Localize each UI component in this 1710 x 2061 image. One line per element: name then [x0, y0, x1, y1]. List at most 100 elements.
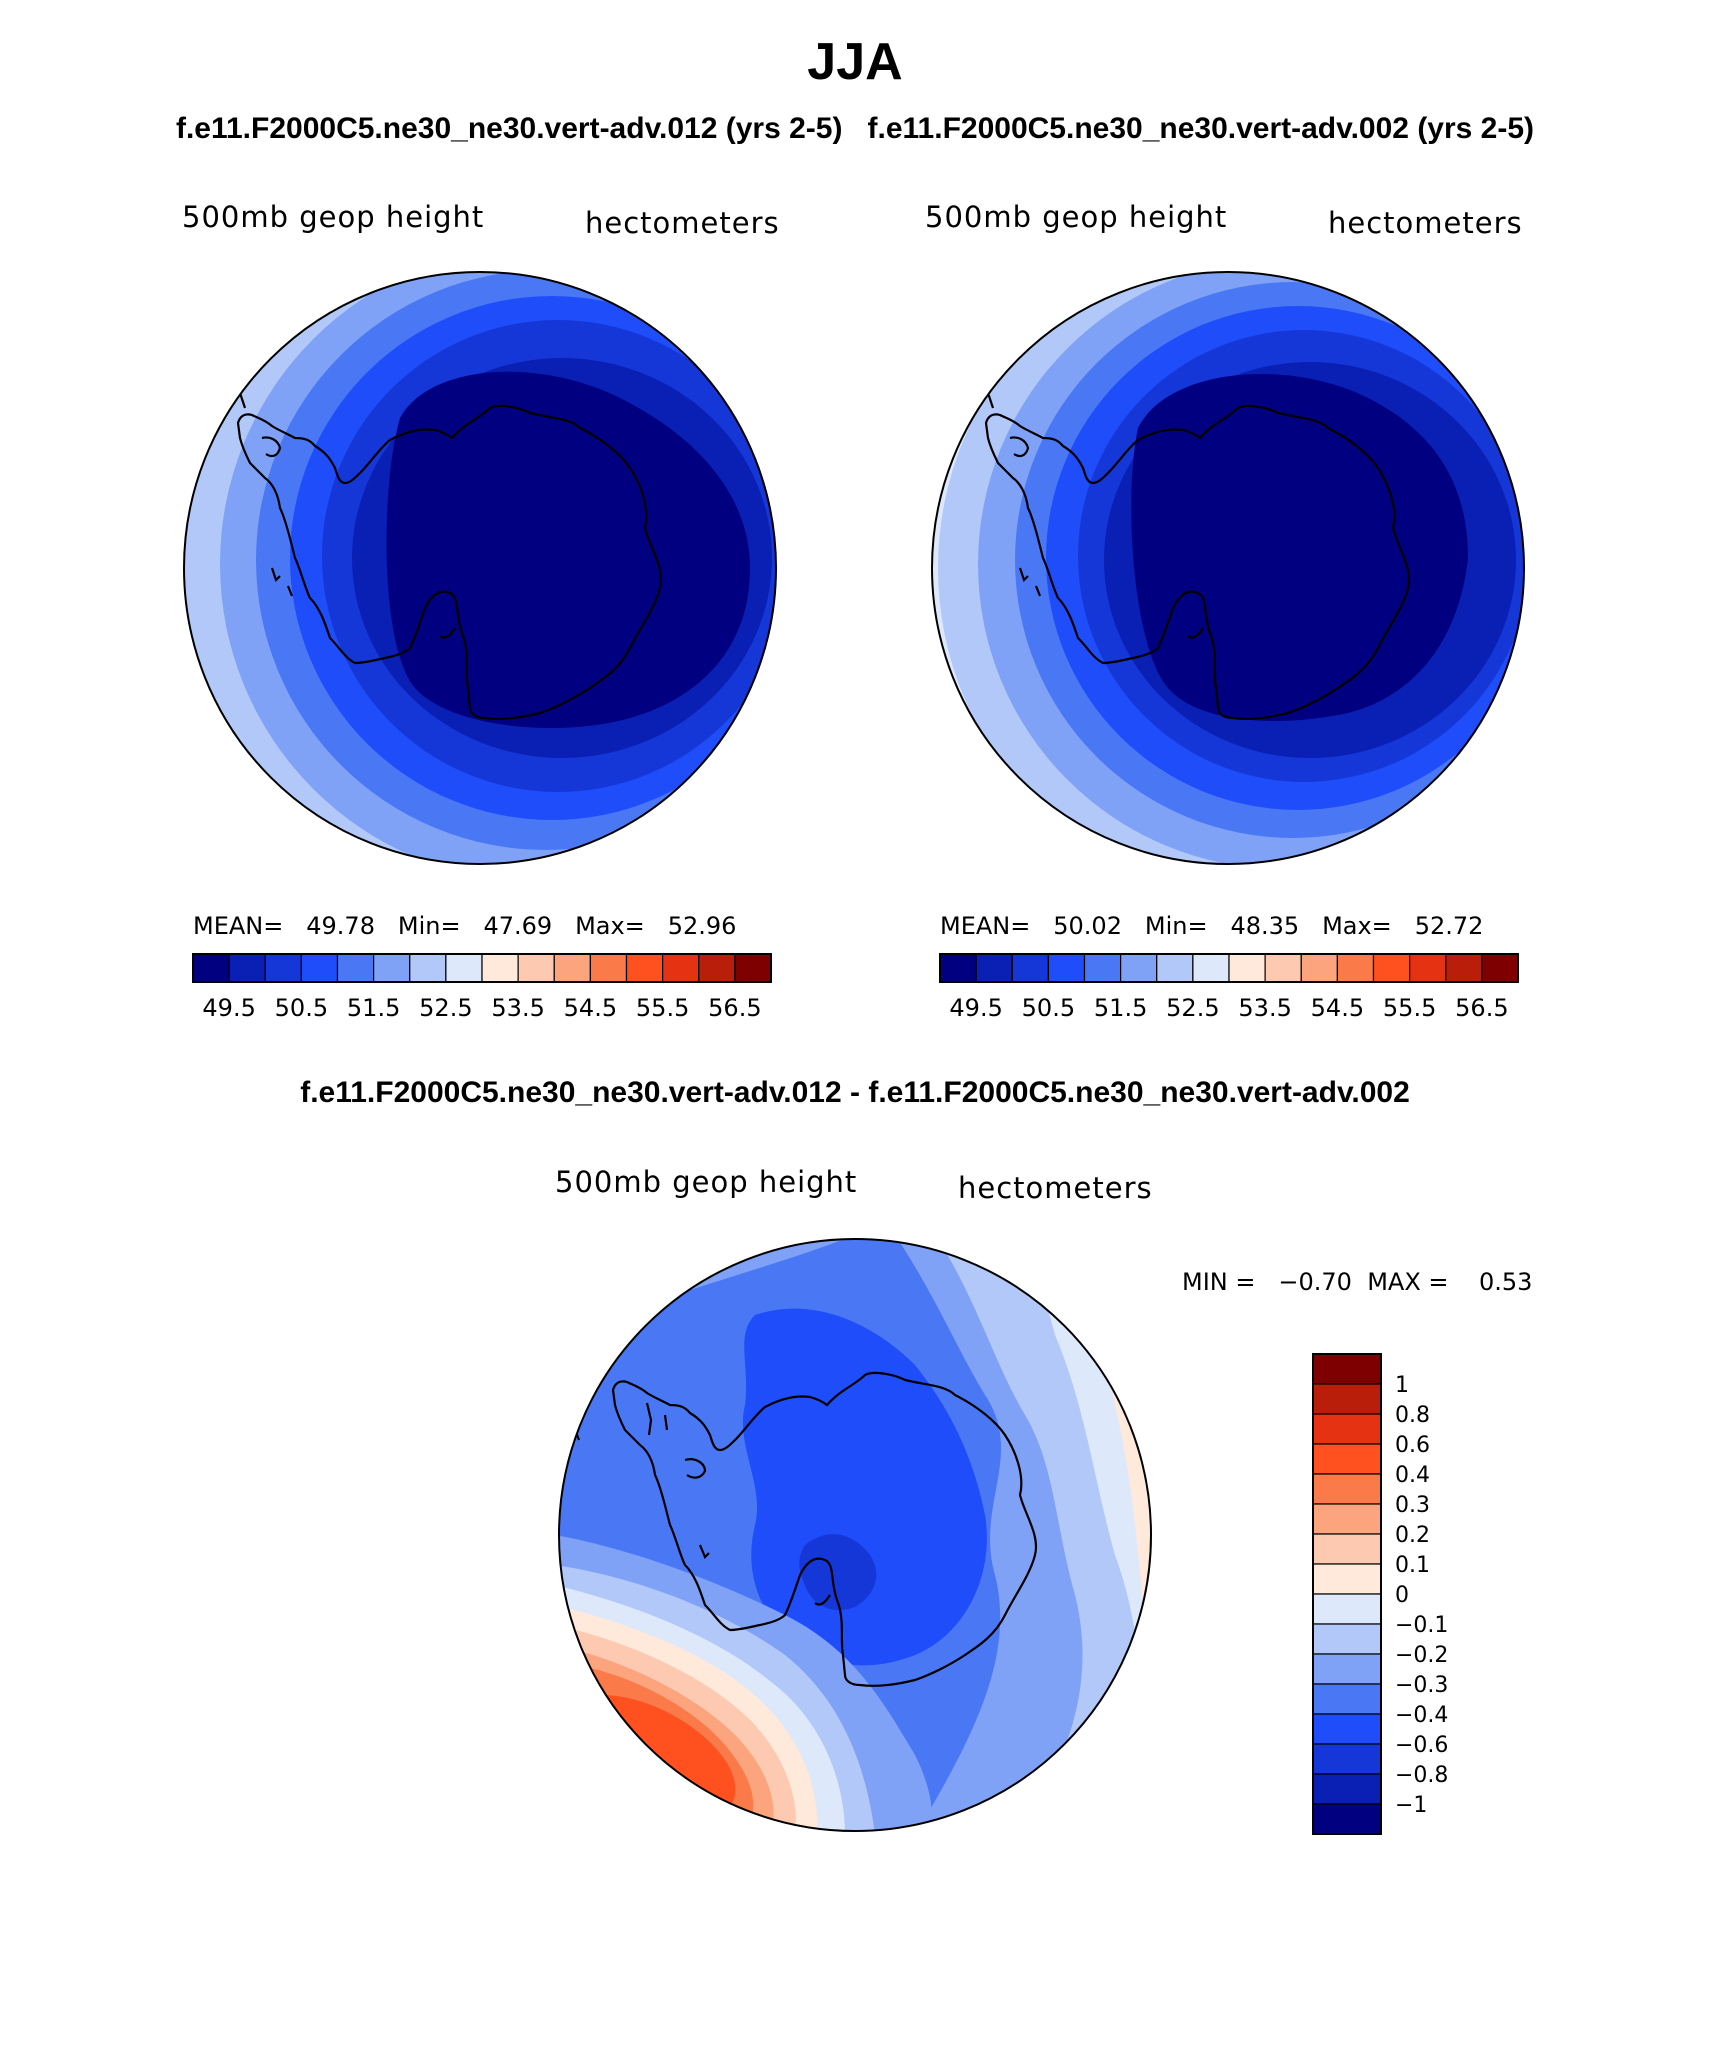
panel1-colorbar-tick-label-5: 54.5	[564, 994, 617, 1022]
panel2-colorbar-swatch-3	[1047, 953, 1086, 983]
panel2-colorbar-frame	[939, 953, 1519, 983]
panel1-units-label: hectometers	[585, 206, 780, 240]
diff-colorbar-tick-label-4: 0.3	[1395, 1493, 1430, 1518]
panel2-colorbar-tick-label-1: 50.5	[1022, 994, 1075, 1022]
difference-title: f.e11.F2000C5.ne30_ne30.vert-adv.012 - f…	[300, 1076, 1410, 1109]
panel1-colorbar-swatch-14	[698, 953, 736, 983]
diff-map-border	[558, 1238, 1152, 1832]
diff-min-label: MIN =	[1182, 1268, 1256, 1296]
panel1-stats: MEAN= 49.78 Min= 47.69 Max= 52.96	[193, 912, 736, 940]
panel2-colorbar-swatch-5	[1120, 953, 1158, 983]
panel1-colorbar-swatch-7	[445, 953, 483, 983]
panel2-max-label: Max=	[1322, 912, 1392, 940]
panel2-colorbar-swatch-8	[1228, 953, 1266, 983]
panel1-colorbar-tick-label-7: 56.5	[708, 994, 761, 1022]
panel1-colorbar-swatch-6	[409, 953, 447, 983]
diff-colorbar-swatch-14	[1312, 1773, 1382, 1805]
panel1-colorbar-swatch-9	[517, 953, 555, 983]
panel2-colorbar-tick-label-3: 52.5	[1166, 994, 1219, 1022]
diff-colorbar-swatch-10	[1312, 1653, 1382, 1685]
diff-colorbar-tick-label-0: 1	[1395, 1373, 1409, 1398]
panel2-colorbar-swatch-7	[1192, 953, 1230, 983]
diff-colorbar-frame	[1312, 1353, 1382, 1835]
panel2-colorbar-tick-label-6: 55.5	[1383, 994, 1436, 1022]
diff-colorbar-tick-label-11: −0.4	[1395, 1703, 1448, 1728]
diff-colorbar-tick-label-9: −0.2	[1395, 1643, 1448, 1668]
diff-max-label: MAX =	[1367, 1268, 1449, 1296]
diff-colorbar-tick-label-3: 0.4	[1395, 1463, 1430, 1488]
diff-colorbar-tick-label-2: 0.6	[1395, 1433, 1430, 1458]
panel2-colorbar-swatch-6	[1156, 953, 1194, 983]
diff-colorbar-swatch-7	[1312, 1563, 1382, 1595]
panel1-colorbar-swatch-3	[300, 953, 339, 983]
diff-colorbar-swatch-4	[1312, 1473, 1382, 1505]
diff-colorbar-tick-label-14: −1	[1395, 1793, 1427, 1818]
panel2-min-label: Min=	[1144, 912, 1208, 940]
diff-colorbar-tick-label-13: −0.8	[1395, 1763, 1448, 1788]
diff-colorbar-swatch-1	[1312, 1383, 1382, 1415]
panel1-colorbar-swatch-1	[228, 953, 266, 983]
panel1-colorbar-tick-label-6: 55.5	[636, 994, 689, 1022]
panel1-colorbar-tick-label-1: 50.5	[275, 994, 328, 1022]
panel1-mean-value: 49.78	[306, 912, 375, 940]
panel1-map	[183, 271, 777, 865]
panel2-mean-label: MEAN=	[940, 912, 1031, 940]
panel1-colorbar-tick-label-2: 51.5	[347, 994, 400, 1022]
panel2-core	[1131, 374, 1468, 721]
panel1-min-label: Min=	[397, 912, 461, 940]
panel2-map	[931, 271, 1525, 865]
figure-title: JJA	[807, 33, 903, 91]
diff-map	[558, 1238, 1152, 1832]
diff-colorbar-tick-label-12: −0.6	[1395, 1733, 1448, 1758]
diff-units-label: hectometers	[958, 1171, 1153, 1205]
panel2-colorbar-swatch-13	[1409, 953, 1447, 983]
panel1-colorbar-swatch-4	[336, 953, 375, 983]
panel2-colorbar-swatch-11	[1336, 953, 1375, 983]
panel1-max-value: 52.96	[667, 912, 737, 940]
panel2-units-label: hectometers	[1328, 206, 1523, 240]
panel2-colorbar-swatch-0	[939, 953, 977, 983]
panel2-stats: MEAN= 50.02 Min= 48.35 Max= 52.72	[940, 912, 1483, 940]
panel2-colorbar-swatch-10	[1300, 953, 1338, 983]
panel1-colorbar-swatch-5	[373, 953, 411, 983]
diff-colorbar-swatch-15	[1312, 1803, 1382, 1835]
panel2-colorbar-swatch-2	[1011, 953, 1049, 983]
diff-max-value: 0.53	[1479, 1268, 1533, 1296]
diff-colorbar-swatch-5	[1312, 1503, 1382, 1535]
panel1-max-label: Max=	[575, 912, 645, 940]
panel2-colorbar-swatch-9	[1264, 953, 1302, 983]
diff-colorbar-tick-label-10: −0.3	[1395, 1673, 1448, 1698]
panel1-core	[386, 371, 750, 728]
diff-colorbar-tick-label-1: 0.8	[1395, 1403, 1430, 1428]
panel1-colorbar-frame	[192, 953, 772, 983]
diff-colorbar-swatch-0	[1312, 1353, 1382, 1385]
subtitle-left: f.e11.F2000C5.ne30_ne30.vert-adv.012 (yr…	[175, 112, 843, 145]
panel2-mean-value: 50.02	[1053, 912, 1122, 940]
diff-minmax: MIN = −0.70 MAX = 0.53	[1182, 1268, 1532, 1296]
panel1-colorbar: 49.5 50.5 51.5 52.5 53.5 54.5 55.5 56.5	[192, 953, 772, 1022]
panel1-colorbar-swatch-10	[553, 953, 591, 983]
diff-variable-label: 500mb geop height	[555, 1165, 858, 1199]
panel1-min-value: 47.69	[483, 912, 553, 940]
panel2-map-border	[931, 271, 1525, 865]
panel2-colorbar-tick-label-2: 51.5	[1094, 994, 1147, 1022]
panel2-colorbar-tick-label-4: 53.5	[1238, 994, 1291, 1022]
panel2-colorbar-swatch-15	[1481, 953, 1519, 983]
panel2-colorbar-tick-label-0: 49.5	[949, 994, 1002, 1022]
panel1-colorbar-swatch-2	[264, 953, 302, 983]
diff-colorbar-swatch-3	[1312, 1443, 1382, 1475]
panel1-mean-label: MEAN=	[193, 912, 284, 940]
panel1-colorbar-swatch-15	[734, 953, 772, 983]
panel2-colorbar-swatch-14	[1445, 953, 1483, 983]
panel1-colorbar-tick-label-4: 53.5	[491, 994, 544, 1022]
diff-colorbar: 1 0.8 0.6 0.4 0.3 0.2 0.1 0 −0.1 −0.2 −0.3 −0.4 −0.6…	[1312, 1353, 1448, 1835]
panel2-colorbar-tick-label-5: 54.5	[1311, 994, 1364, 1022]
panel1-colorbar-tick-label-0: 49.5	[202, 994, 255, 1022]
panel2-min-value: 48.35	[1230, 912, 1300, 940]
diff-colorbar-tick-label-5: 0.2	[1395, 1523, 1430, 1548]
diff-colorbar-swatch-8	[1312, 1593, 1382, 1625]
diff-colorbar-swatch-2	[1312, 1413, 1382, 1445]
panel2-colorbar: 49.5 50.5 51.5 52.5 53.5 54.5 55.5 56.5	[939, 953, 1519, 1022]
diff-min-value: −0.70	[1278, 1268, 1352, 1296]
panel1-colorbar-swatch-8	[481, 953, 519, 983]
